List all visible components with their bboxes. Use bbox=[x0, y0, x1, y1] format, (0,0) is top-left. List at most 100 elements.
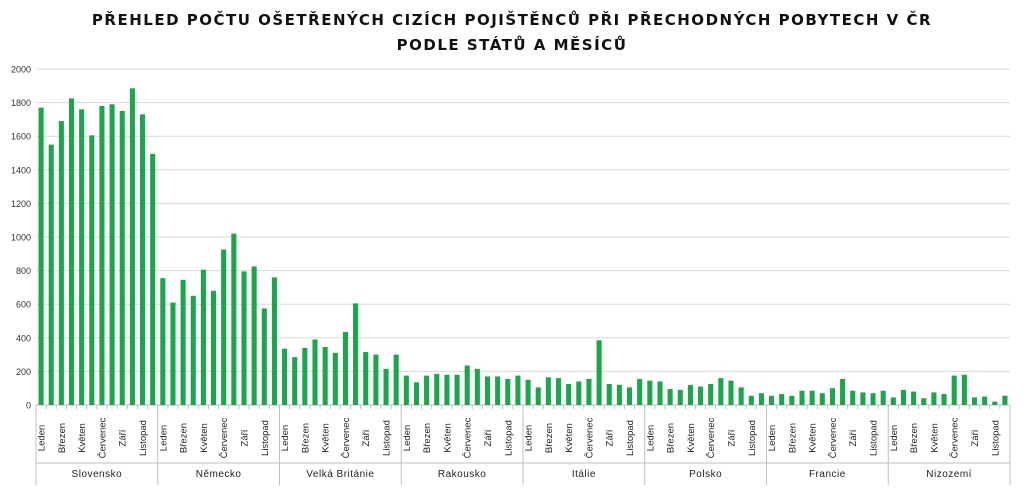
bar bbox=[271, 277, 277, 405]
y-tick-label: 0 bbox=[26, 401, 31, 411]
bar bbox=[779, 394, 785, 405]
bar bbox=[505, 378, 511, 405]
month-tick-label: Listopad bbox=[625, 420, 636, 456]
bar bbox=[292, 357, 298, 405]
bar bbox=[251, 266, 257, 405]
month-tick-label: Listopad bbox=[503, 420, 514, 456]
month-tick-label: Březen bbox=[909, 423, 920, 453]
bar bbox=[413, 382, 420, 405]
bar bbox=[616, 384, 622, 405]
bar bbox=[211, 290, 217, 405]
bar bbox=[586, 378, 592, 405]
month-tick-label: Listopad bbox=[747, 420, 758, 456]
bar bbox=[525, 379, 531, 405]
group-label: Polsko bbox=[689, 469, 722, 480]
bar bbox=[474, 368, 480, 405]
bar bbox=[850, 390, 856, 405]
bar bbox=[58, 121, 64, 405]
month-tick-label: Březen bbox=[57, 423, 68, 453]
bar bbox=[829, 388, 835, 405]
bar bbox=[221, 249, 227, 405]
group-label: Velká Británie bbox=[306, 469, 374, 480]
month-tick-label: Červenec bbox=[706, 417, 717, 458]
month-tick-label: Březen bbox=[179, 423, 190, 453]
bar bbox=[769, 395, 775, 405]
month-tick-label: Listopad bbox=[138, 420, 149, 456]
month-tick-label: Květen bbox=[77, 423, 88, 453]
bar bbox=[911, 391, 917, 405]
y-tick-label: 1600 bbox=[11, 132, 31, 142]
bar bbox=[129, 88, 135, 405]
month-tick-label: Červenec bbox=[219, 417, 230, 458]
bar bbox=[900, 389, 907, 405]
month-tick-label: Leden bbox=[37, 425, 48, 451]
bar bbox=[708, 384, 714, 405]
month-tick-label: Červenec bbox=[97, 417, 108, 458]
bar bbox=[170, 302, 176, 405]
bar bbox=[941, 394, 947, 405]
bar bbox=[992, 401, 998, 405]
month-tick-label: Květen bbox=[686, 423, 697, 453]
bar bbox=[190, 295, 196, 405]
month-tick-label: Listopad bbox=[260, 420, 271, 456]
bar bbox=[657, 381, 663, 405]
bar bbox=[231, 233, 237, 405]
bar bbox=[555, 378, 562, 405]
bar bbox=[596, 340, 602, 405]
bar bbox=[342, 331, 348, 405]
group-label: Francie bbox=[809, 469, 846, 480]
bar bbox=[322, 347, 328, 405]
bar bbox=[647, 380, 653, 405]
bar bbox=[1002, 395, 1008, 405]
y-tick-label: 1000 bbox=[11, 233, 31, 243]
group-label: Nizozemí bbox=[926, 469, 972, 480]
month-tick-label: Leden bbox=[402, 425, 413, 451]
bar bbox=[353, 303, 359, 405]
bar bbox=[809, 390, 815, 405]
month-tick-label: Září bbox=[239, 429, 250, 446]
month-tick-label: Listopad bbox=[990, 420, 1001, 456]
bar bbox=[860, 392, 866, 405]
month-tick-label: Leden bbox=[889, 425, 900, 451]
bar bbox=[982, 396, 988, 405]
month-tick-label: Leden bbox=[645, 425, 656, 451]
month-tick-label: Leden bbox=[280, 425, 291, 451]
bar bbox=[738, 387, 744, 405]
bar bbox=[718, 378, 724, 405]
bar bbox=[495, 376, 501, 405]
y-tick-label: 1800 bbox=[11, 98, 31, 108]
bar bbox=[282, 348, 288, 405]
bar bbox=[566, 384, 572, 405]
bar bbox=[687, 384, 693, 405]
month-tick-label: Květen bbox=[808, 423, 819, 453]
bar bbox=[535, 387, 541, 405]
month-tick-label: Červenec bbox=[463, 417, 474, 458]
bar bbox=[667, 389, 673, 405]
bar bbox=[434, 373, 440, 405]
bar bbox=[890, 397, 896, 405]
bar bbox=[424, 375, 430, 405]
month-tick-label: Červenec bbox=[584, 417, 595, 458]
month-tick-label: Červenec bbox=[950, 417, 961, 458]
bar bbox=[931, 392, 937, 405]
bar bbox=[748, 395, 754, 405]
bar bbox=[515, 375, 521, 405]
bar bbox=[363, 352, 369, 405]
month-tick-label: Září bbox=[970, 429, 981, 446]
month-tick-label: Květen bbox=[321, 423, 332, 453]
group-label: Rakousko bbox=[438, 469, 486, 480]
y-tick-label: 1200 bbox=[11, 199, 31, 209]
group-label: Itálie bbox=[572, 469, 596, 480]
bar bbox=[484, 376, 491, 405]
bar bbox=[48, 144, 54, 405]
bar bbox=[677, 389, 683, 405]
bar bbox=[637, 378, 643, 405]
bar bbox=[454, 374, 460, 405]
bar bbox=[758, 393, 764, 405]
bar bbox=[150, 153, 156, 405]
chart-title-line-2: PODLE STÁTŮ A MĚSÍCŮ bbox=[396, 36, 628, 54]
bar bbox=[180, 279, 186, 405]
bar bbox=[119, 111, 125, 405]
